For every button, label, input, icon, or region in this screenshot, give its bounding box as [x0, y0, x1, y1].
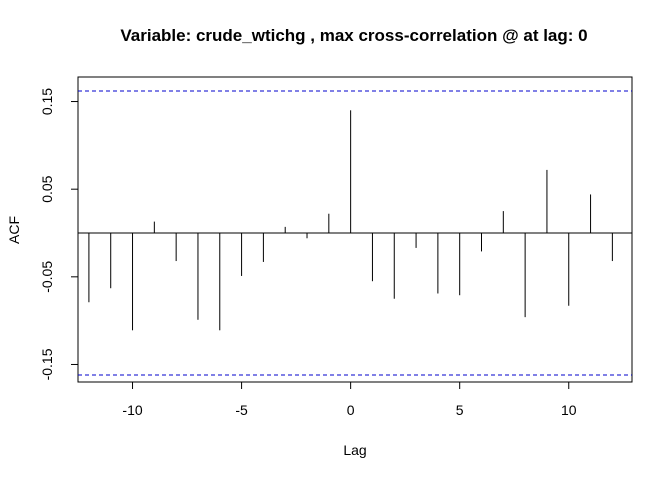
x-axis: -10 -5 0 5 10 — [122, 382, 577, 418]
y-axis: -0.15 -0.05 0.05 0.15 — [39, 88, 78, 380]
acf-bars — [78, 110, 632, 331]
x-tick-label: -10 — [122, 402, 142, 418]
confidence-lines — [78, 90, 632, 376]
y-tick-label: 0.15 — [39, 88, 55, 115]
x-tick-label: 10 — [561, 402, 577, 418]
plot-frame — [77, 76, 633, 383]
chart-title: Variable: crude_wtichg , max cross-corre… — [120, 26, 587, 45]
x-tick-label: 0 — [347, 402, 355, 418]
x-axis-label: Lag — [343, 442, 366, 458]
x-tick-label: -5 — [235, 402, 248, 418]
y-tick-label: 0.05 — [39, 175, 55, 202]
y-axis-label: ACF — [6, 216, 22, 244]
y-tick-label: -0.15 — [39, 348, 55, 380]
y-tick-label: -0.05 — [39, 261, 55, 293]
x-tick-label: 5 — [456, 402, 464, 418]
